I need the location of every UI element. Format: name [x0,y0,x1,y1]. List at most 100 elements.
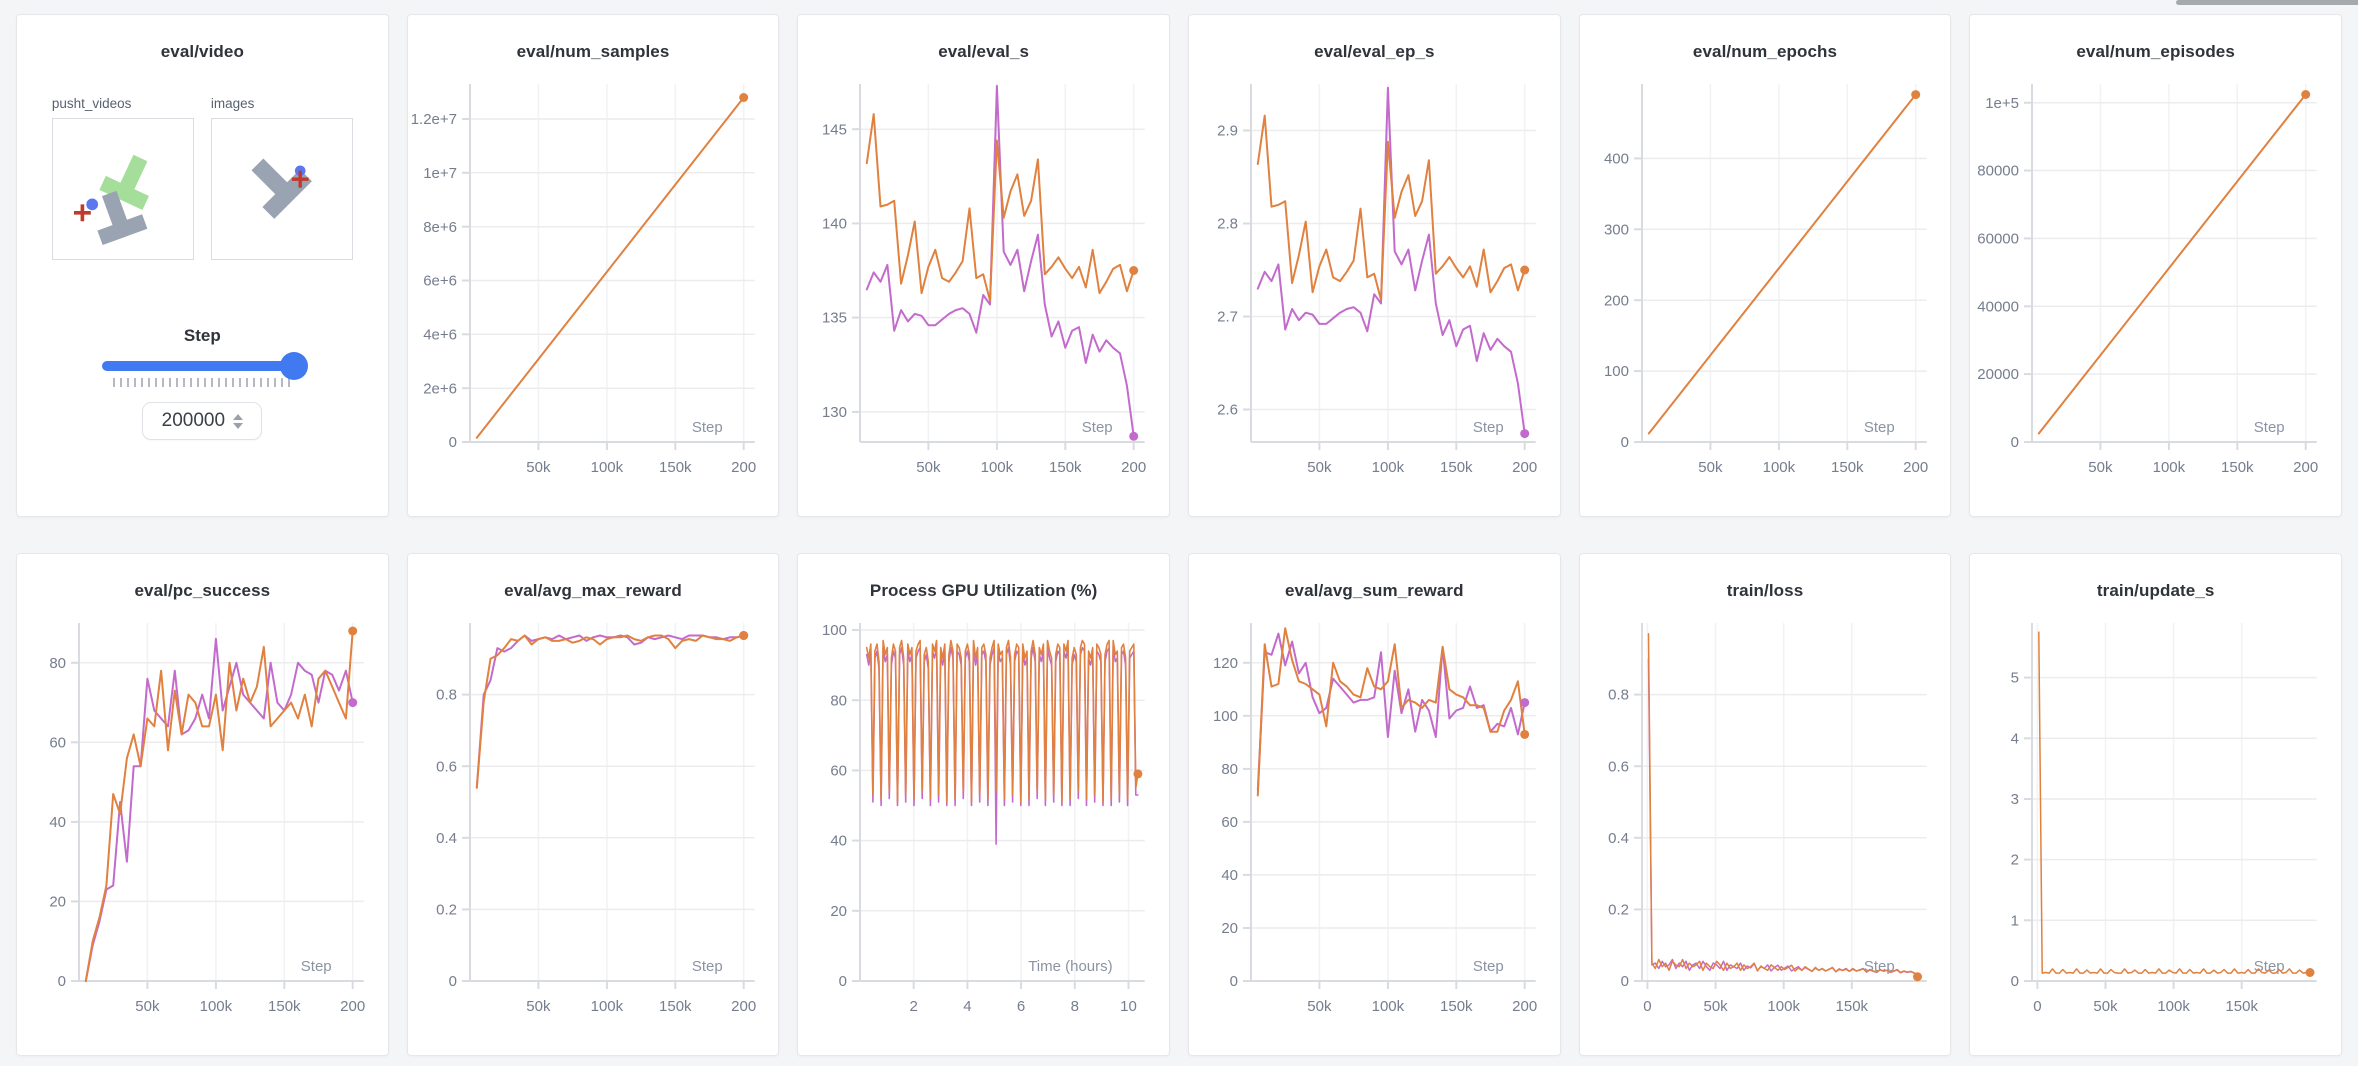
panel-eval-num-samples[interactable]: eval/num_samples 50k 100k 150k 200 0 2e+6 4e+6… [406,14,780,517]
panel-title: train/update_s [2096,581,2215,600]
panel-eval-num-epochs[interactable]: eval/num_epochs 50k 100k 150k 200 0 100 200 300… [1578,14,1952,517]
svg-text:0: 0 [58,973,66,990]
svg-text:2.8: 2.8 [1217,216,1238,233]
svg-text:60: 60 [49,734,66,751]
svg-text:2: 2 [910,998,918,1015]
chart-eval-pc-success[interactable]: 50k 100k 150k 200 0 20 40 60 80 Step [17,609,388,1039]
svg-text:100k: 100k [1767,998,1800,1015]
svg-text:2: 2 [2011,852,2019,869]
chart-eval-avg-max-reward[interactable]: 50k 100k 150k 200 0 0.2 0.4 0.6 0.8 Step [408,609,779,1039]
panel-title: eval/avg_sum_reward [1285,581,1464,600]
media-row: pusht_videos [17,96,388,260]
media-item-images: images [210,96,353,260]
chart-eval-num-episodes[interactable]: 50k 100k 150k 200 0 20000 40000 60000 80000 1e+5 S… [1970,70,2341,500]
svg-text:140: 140 [822,216,847,233]
svg-text:50k: 50k [1307,459,1332,476]
media-label: pusht_videos [51,96,132,111]
svg-text:100k: 100k [200,998,233,1015]
step-value[interactable]: 200000 [161,410,226,431]
svg-text:150k: 150k [1835,998,1868,1015]
svg-text:0.2: 0.2 [1608,902,1629,919]
chart-eval-num-samples[interactable]: 50k 100k 150k 200 0 2e+6 4e+6 6e+6 8e+6 1e+7 1.2e+… [408,70,779,500]
svg-text:1.2e+7: 1.2e+7 [410,111,456,128]
panel-title: eval/num_samples [516,42,670,61]
svg-text:Step: Step [2254,419,2285,436]
panel-gpu-utilization[interactable]: Process GPU Utilization (%) 2 4 6 8 10 0 20 40 6… [797,553,1170,1056]
svg-text:20: 20 [1221,920,1238,937]
svg-text:0: 0 [448,434,456,451]
svg-text:150k: 150k [659,998,692,1015]
panel-title: Process GPU Utilization (%) [869,581,1098,600]
svg-text:200: 200 [1604,292,1629,309]
svg-text:135: 135 [822,310,847,327]
svg-text:0: 0 [448,973,456,990]
panel-eval-eval-s[interactable]: eval/eval_s 50k 100k 150k 200 130 135 140 145 St… [797,14,1170,517]
svg-text:80000: 80000 [1978,163,2020,180]
svg-text:100k: 100k [981,459,1014,476]
media-item-pusht-videos: pusht_videos [51,96,194,260]
panel-eval-avg-sum-reward[interactable]: eval/avg_sum_reward 50k 100k 150k 200 0 20 40 6… [1187,553,1561,1056]
scrollbar-thumb[interactable] [2176,0,2358,5]
chart-eval-avg-sum-reward[interactable]: 50k 100k 150k 200 0 20 40 60 80 100 120 Step [1189,609,1560,1039]
svg-text:6: 6 [1017,998,1025,1015]
svg-text:Step: Step [691,958,722,975]
svg-text:1: 1 [2011,912,2019,929]
svg-text:50k: 50k [1307,998,1332,1015]
svg-text:100k: 100k [1762,459,1795,476]
panel-title: eval/eval_s [938,42,1030,61]
svg-text:60: 60 [1221,814,1238,831]
svg-text:150k: 150k [2226,998,2259,1015]
svg-text:200: 200 [1903,459,1928,476]
svg-text:60000: 60000 [1978,231,2020,248]
svg-text:0: 0 [1643,998,1651,1015]
slider-track[interactable] [102,361,303,371]
slider-tick-ruler [113,378,292,387]
svg-text:0.8: 0.8 [1608,687,1629,704]
svg-text:130: 130 [822,404,847,421]
panel-eval-pc-success[interactable]: eval/pc_success 50k 100k 150k 200 0 20 40 60 80 S… [16,553,389,1056]
svg-text:150k: 150k [659,459,692,476]
svg-text:150k: 150k [1440,459,1473,476]
images-thumbnail[interactable] [210,118,353,260]
svg-text:4: 4 [964,998,972,1015]
svg-text:Step: Step [1473,958,1504,975]
panel-eval-avg-max-reward[interactable]: eval/avg_max_reward 50k 100k 150k 200 0 0.2 0.… [406,553,780,1056]
chart-eval-eval-ep-s[interactable]: 50k 100k 150k 200 2.6 2.7 2.8 2.9 Step [1189,70,1560,500]
svg-text:20000: 20000 [1978,366,2020,383]
panel-train-loss[interactable]: train/loss 0 50k 100k 150k 0 0.2 0.4 0.6 0.8 Step [1578,553,1952,1056]
chevron-up-icon[interactable] [233,413,244,420]
panel-eval-video[interactable]: eval/video pusht_videos [16,14,389,517]
svg-text:50k: 50k [1698,459,1723,476]
panel-title: eval/eval_ep_s [1314,42,1435,61]
svg-text:400: 400 [1604,151,1629,168]
step-slider[interactable] [102,352,309,380]
svg-text:1e+7: 1e+7 [423,165,457,182]
svg-text:20: 20 [831,903,848,920]
svg-text:0: 0 [2034,998,2042,1015]
panel-title: eval/pc_success [134,581,271,600]
svg-text:100k: 100k [2158,998,2191,1015]
svg-text:8: 8 [1071,998,1079,1015]
pusht-video-thumbnail[interactable] [51,118,194,260]
panel-eval-num-episodes[interactable]: eval/num_episodes 50k 100k 150k 200 0 20000 40… [1969,14,2342,517]
panel-title: train/loss [1726,581,1804,600]
svg-text:0.6: 0.6 [1608,758,1629,775]
svg-text:Step: Step [1082,419,1113,436]
svg-text:40: 40 [1221,867,1238,884]
step-input[interactable]: 200000 [142,402,263,440]
slider-thumb[interactable] [280,352,309,380]
svg-text:150k: 150k [268,998,301,1015]
chart-eval-num-epochs[interactable]: 50k 100k 150k 200 0 100 200 300 400 Step [1580,70,1951,500]
svg-text:150k: 150k [1831,459,1864,476]
svg-text:4: 4 [2011,730,2019,747]
chart-train-update-s[interactable]: 0 50k 100k 150k 0 1 2 3 4 5 Step [1970,609,2341,1039]
panel-eval-eval-ep-s[interactable]: eval/eval_ep_s 50k 100k 150k 200 2.6 2.7 2.8 2.… [1187,14,1561,517]
chart-eval-eval-s[interactable]: 50k 100k 150k 200 130 135 140 145 Step [798,70,1169,500]
panel-train-update-s[interactable]: train/update_s 0 50k 100k 150k 0 1 2 3 4 5 Step [1969,553,2342,1056]
chevron-down-icon[interactable] [233,422,244,429]
step-control: Step 200000 [17,326,388,440]
svg-text:Step: Step [2254,958,2285,975]
